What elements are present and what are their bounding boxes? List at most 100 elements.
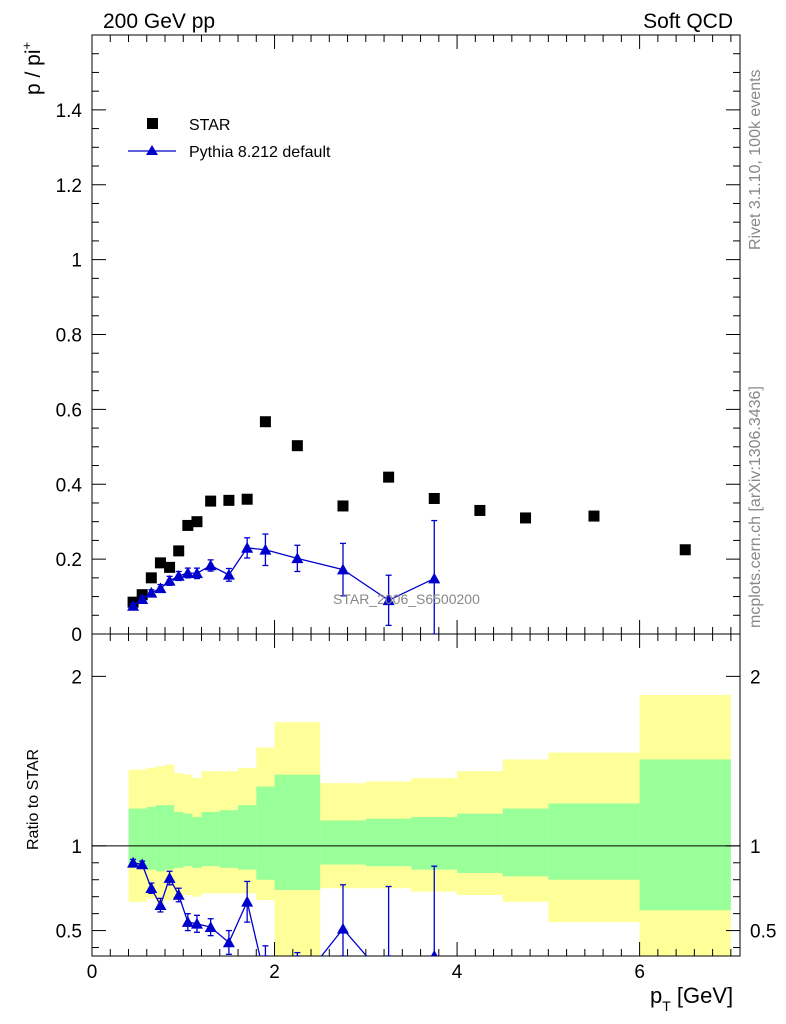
- ratio-y-tick-label-right: 1: [750, 837, 761, 858]
- green-band-bin: [192, 817, 202, 868]
- main-y-tick-label: 0.2: [56, 550, 82, 571]
- pythia-data-point: [222, 936, 235, 948]
- legend-star-label: STAR: [189, 117, 230, 134]
- pythia-data-point: [145, 586, 158, 598]
- x-tick-label: 4: [452, 962, 463, 983]
- header-left: 200 GeV pp: [103, 10, 215, 33]
- ratio-y-tick-label: 2: [71, 667, 82, 688]
- star-data-point: [173, 545, 185, 557]
- pythia-data-point: [222, 568, 235, 580]
- main-y-tick-label: 0: [71, 625, 82, 646]
- main-ylabel: p / pi+: [19, 42, 45, 95]
- pythia-data-point: [163, 574, 176, 586]
- main-y-tick-label: 0.8: [56, 326, 82, 347]
- pythia-data-point: [204, 559, 217, 571]
- green-band-bin: [219, 810, 239, 868]
- main-ylabel-sup: +: [19, 42, 34, 50]
- mcplots-label: mcplots.cern.ch [arXiv:1306.3436]: [747, 386, 764, 628]
- green-band-bin: [457, 813, 503, 873]
- x-axis-title-main: p: [650, 983, 662, 1008]
- green-band-bin: [174, 811, 184, 868]
- green-band-bin: [639, 759, 731, 911]
- green-band-bin: [155, 805, 166, 872]
- pythia-data-point: [136, 858, 149, 870]
- ratio-y-tick-label-right: 2: [750, 667, 761, 688]
- star-data-point: [428, 492, 440, 504]
- pythia-data-point: [172, 888, 185, 900]
- x-axis-title-sub: T: [662, 998, 671, 1014]
- star-data-point: [223, 494, 235, 506]
- green-band-bin: [256, 786, 275, 880]
- main-ylabel-text: p / pi: [22, 49, 45, 95]
- legend: STAR Pythia 8.212 default: [128, 117, 331, 161]
- star-data-point: [588, 510, 600, 522]
- star-data-point: [191, 516, 203, 528]
- main-y-tick-label: 0.4: [56, 475, 83, 496]
- main-y-tick-label: 1: [71, 251, 82, 272]
- pythia-data-point: [154, 582, 167, 594]
- main-y-tick-label: 1.4: [56, 101, 83, 122]
- pythia-data-point: [336, 563, 349, 575]
- ratio-y-tick-label: 0.5: [56, 922, 82, 943]
- green-band-bin: [548, 803, 640, 880]
- green-band-bin: [137, 808, 147, 868]
- ratio-uncertainty-bands: [128, 695, 731, 956]
- analysis-watermark: STAR_2006_S6500200: [333, 591, 480, 607]
- pythia-data-point: [181, 916, 194, 927]
- ratio-data-layer: [127, 856, 438, 992]
- header-right: Soft QCD: [643, 10, 733, 33]
- legend-pythia-label: Pythia 8.212 default: [189, 144, 331, 161]
- star-data-point: [164, 561, 176, 573]
- green-band-bin: [320, 820, 366, 865]
- ratio-ylabel: Ratio to STAR: [25, 749, 42, 850]
- pythia-data-point: [172, 569, 185, 581]
- main-data-layer: [127, 416, 691, 634]
- pythia-data-point: [428, 572, 441, 584]
- green-band-bin: [128, 808, 138, 868]
- pythia-data-point: [136, 593, 149, 604]
- green-band-bin: [201, 811, 220, 867]
- axis-ticks: 0 2 4 6 0 0.2 0.4 0.6 0.8 1 1.2 1.4 0.5 0.5 1 1 2 2: [56, 34, 776, 983]
- ratio-plot-frame: [91, 633, 741, 957]
- green-band-bin: [146, 806, 156, 870]
- pythia-data-point: [204, 921, 217, 932]
- green-band-bin: [502, 808, 549, 877]
- star-data-point: [337, 500, 349, 512]
- pythia-data-point: [291, 552, 304, 564]
- legend-pythia-marker: [146, 145, 158, 155]
- pythia-data-point: [145, 882, 158, 894]
- star-data-point: [259, 416, 271, 428]
- pythia-data-point: [181, 566, 194, 578]
- green-band-bin: [165, 805, 175, 870]
- pythia-data-point: [241, 895, 254, 907]
- star-data-point: [291, 440, 303, 452]
- pythia-data-point: [127, 856, 140, 868]
- star-data-point: [241, 493, 253, 505]
- pythia-data-point: [154, 899, 167, 910]
- green-band-bin: [411, 817, 458, 870]
- x-tick-label: 6: [634, 962, 645, 983]
- star-data-point: [679, 544, 691, 556]
- pythia-data-point: [430, 950, 438, 956]
- x-tick-label: 0: [87, 962, 98, 983]
- pythia-data-point: [259, 543, 272, 555]
- legend-star-marker: [147, 118, 158, 129]
- pythia-data-point: [291, 981, 303, 992]
- green-band-bin: [274, 774, 321, 890]
- rivet-label: Rivet 3.1.10, 100k events: [747, 69, 764, 250]
- pythia-data-point: [163, 872, 176, 883]
- star-data-point: [474, 504, 486, 516]
- pythia-data-point: [127, 599, 140, 611]
- pythia-data-point: [336, 922, 349, 934]
- x-axis-title: pT [GeV]: [650, 983, 733, 1014]
- green-band-bin: [183, 813, 193, 867]
- pythia-data-point: [383, 975, 395, 986]
- x-axis-title-unit: [GeV]: [671, 983, 733, 1008]
- star-data-point: [520, 512, 532, 524]
- green-band-bin: [238, 805, 257, 870]
- ratio-y-tick-label-right: 0.5: [750, 922, 776, 943]
- pythia-data-point: [382, 594, 395, 606]
- main-y-tick-label: 1.2: [56, 176, 82, 197]
- star-data-point: [383, 471, 395, 483]
